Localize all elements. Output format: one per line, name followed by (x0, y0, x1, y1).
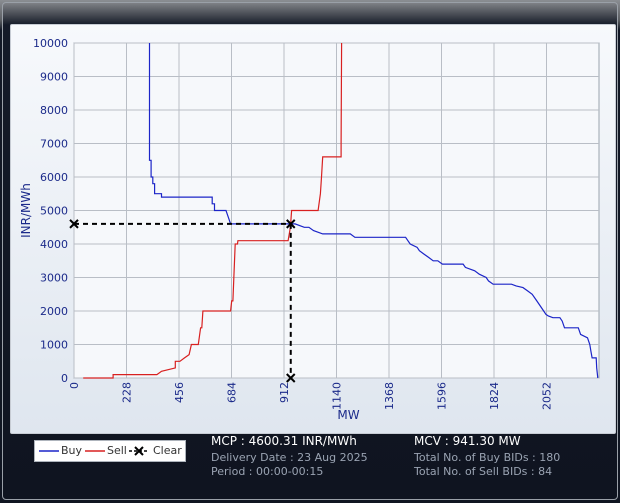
sell-series-line (83, 42, 343, 379)
y-tick-label: 7000 (40, 138, 68, 151)
y-tick-label: 0 (61, 372, 68, 385)
y-tick-label: 5000 (40, 205, 68, 218)
y-tick-label: 10000 (33, 37, 68, 50)
clear-marker-point (286, 219, 296, 229)
x-tick-label: 1140 (331, 382, 344, 410)
y-tick-label: 2000 (40, 305, 68, 318)
y-tick-label: 6000 (40, 171, 68, 184)
x-tick-label: 456 (173, 382, 186, 403)
y-tick-label: 1000 (40, 339, 68, 352)
buy-series-line (148, 43, 599, 379)
x-axis-title: MW (337, 408, 359, 422)
x-tick-label: 1368 (383, 382, 396, 410)
delivery-date-text: Delivery Date : 23 Aug 2025 (211, 451, 368, 464)
y-axis-title: INR/MWh (19, 183, 33, 238)
y-tick-label: 3000 (40, 272, 68, 285)
legend-sell-label: Sell (107, 444, 127, 457)
chart-legend: Buy Sell Clear (34, 440, 186, 462)
buy-bids-text: Total No. of Buy BIDs : 180 (414, 451, 561, 464)
clear-marker-volume (286, 373, 296, 383)
x-tick-label: 0 (68, 382, 81, 389)
y-tick-label: 8000 (40, 104, 68, 117)
x-tick-label: 2052 (541, 382, 554, 410)
mcv-text: MCV : 941.30 MW (414, 434, 521, 448)
y-tick-label: 9000 (40, 71, 68, 84)
sell-bids-text: Total No. of Sell BIDs : 84 (414, 465, 553, 478)
y-tick-label: 4000 (40, 238, 68, 251)
legend-clear-marker (134, 446, 144, 456)
x-tick-label: 912 (278, 382, 291, 403)
clear-marker-price (69, 219, 79, 229)
chart-svg: 0 1000 2000 3000 4000 5000 6000 7000 8000 9000 100… (19, 37, 600, 422)
chart-panel: 0 1000 2000 3000 4000 5000 6000 7000 8000 9000 100… (10, 24, 616, 434)
x-tick-label: 228 (121, 382, 134, 403)
legend-clear-label: Clear (153, 444, 182, 457)
x-tick-label: 684 (226, 382, 239, 403)
x-tick-label: 1596 (436, 382, 449, 410)
legend-buy-label: Buy (61, 444, 83, 457)
x-tick-label: 1824 (488, 382, 501, 410)
mcp-text: MCP : 4600.31 INR/MWh (211, 434, 357, 448)
legend-swatches (39, 446, 149, 456)
period-text: Period : 00:00-00:15 (211, 465, 324, 478)
